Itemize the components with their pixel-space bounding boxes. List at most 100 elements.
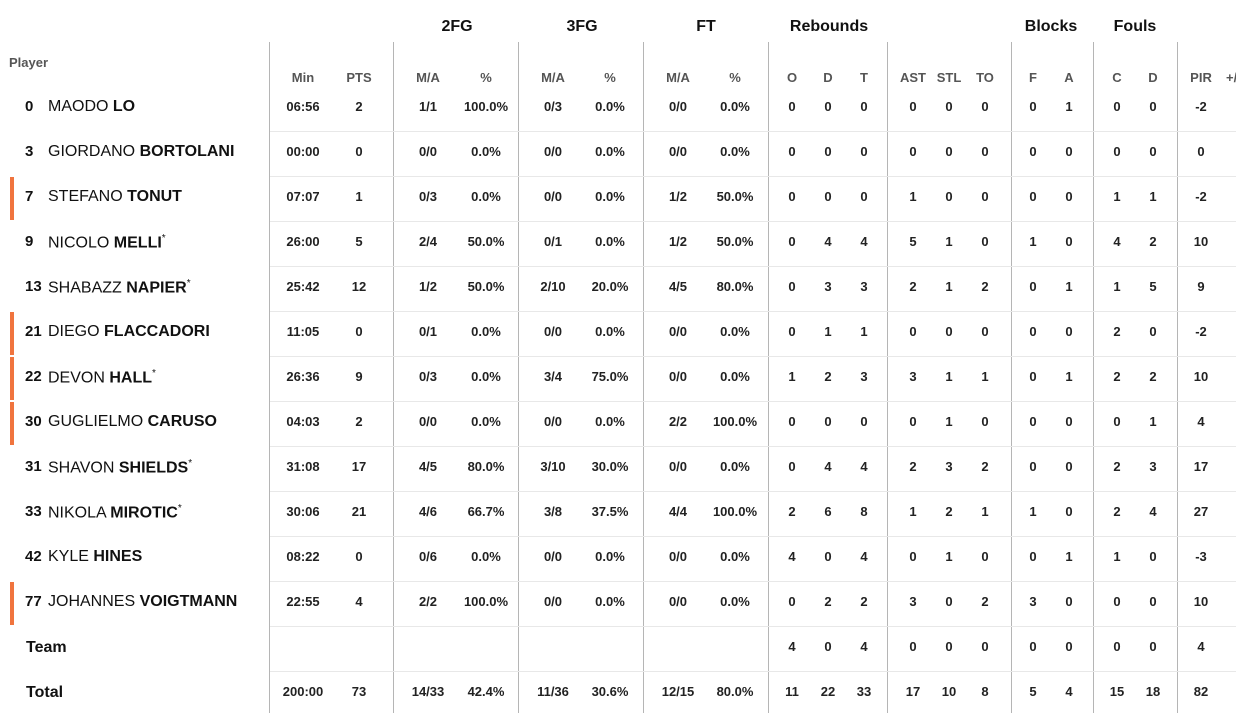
stat-pir: -2 bbox=[1195, 324, 1207, 339]
player-name-link[interactable]: GIORDANO BORTOLANI bbox=[48, 143, 234, 161]
stat-ft-ma: 0/0 bbox=[668, 144, 688, 159]
stat-reb-o: 0 bbox=[788, 234, 796, 249]
player-number: 42 bbox=[25, 548, 42, 565]
player-name-link[interactable]: SHABAZZ NAPIER* bbox=[48, 278, 191, 297]
stat-reb-o: 0 bbox=[788, 414, 796, 429]
stat-3fg-pct: 30.0% bbox=[591, 459, 629, 474]
stat-2fg-pct: 0.0% bbox=[471, 549, 501, 564]
col-header-stl: STL bbox=[936, 70, 962, 85]
stat-reb-t: 4 bbox=[860, 549, 868, 564]
stat-blk-f: 0 bbox=[1029, 99, 1037, 114]
group-ft: FT bbox=[696, 18, 716, 35]
stat-stl: 1 bbox=[945, 414, 953, 429]
stat-foul-d: 0 bbox=[1149, 594, 1157, 609]
stat-3fg-pct: 37.5% bbox=[591, 504, 629, 519]
divider bbox=[1011, 42, 1012, 713]
stat-min: 00:00 bbox=[286, 144, 320, 159]
stat-pir: -3 bbox=[1195, 549, 1207, 564]
stat-to: 0 bbox=[981, 99, 989, 114]
stat-2fg-ma: 0/1 bbox=[418, 324, 438, 339]
player-name-link[interactable]: MAODO LO bbox=[48, 98, 135, 116]
stat-foul-d: 0 bbox=[1149, 639, 1157, 654]
player-name-link[interactable]: SHAVON SHIELDS* bbox=[48, 458, 192, 477]
stat-2fg-pct: 100.0% bbox=[463, 99, 509, 114]
player-name-link[interactable]: DIEGO FLACCADORI bbox=[48, 323, 210, 341]
divider bbox=[768, 42, 769, 713]
stat-3fg-ma: 0/0 bbox=[543, 189, 563, 204]
col-header-min: Min bbox=[291, 70, 315, 85]
player-name-link[interactable]: GUGLIELMO CARUSO bbox=[48, 413, 217, 431]
player-name-link[interactable]: STEFANO TONUT bbox=[48, 188, 182, 206]
stat-stl: 0 bbox=[945, 594, 953, 609]
stat-to: 0 bbox=[981, 234, 989, 249]
stat-blk-a: 0 bbox=[1065, 234, 1073, 249]
stat-3fg-pct: 0.0% bbox=[595, 414, 625, 429]
stat-reb-o: 0 bbox=[788, 189, 796, 204]
table-row: 21 DIEGO FLACCADORI 11:05 0 0/1 0.0% 0/0 0.0% 0/… bbox=[10, 311, 1236, 356]
player-first-name: GUGLIELMO bbox=[48, 413, 144, 430]
stat-2fg-ma: 1/1 bbox=[418, 99, 438, 114]
stat-2fg-pct: 100.0% bbox=[463, 594, 509, 609]
stat-stl: 0 bbox=[945, 189, 953, 204]
stat-3fg-ma: 0/3 bbox=[543, 99, 563, 114]
stat-stl: 2 bbox=[945, 504, 953, 519]
player-last-name: BORTOLANI bbox=[139, 143, 235, 160]
stat-2fg-pct: 66.7% bbox=[467, 504, 505, 519]
player-last-name: LO bbox=[112, 98, 136, 115]
stat-reb-o: 4 bbox=[788, 639, 796, 654]
stat-pts: 1 bbox=[355, 189, 363, 204]
stat-pts: 2 bbox=[355, 414, 363, 429]
player-name-link[interactable]: NICOLO MELLI* bbox=[48, 233, 166, 252]
stat-ft-ma: 0/0 bbox=[668, 324, 688, 339]
stat-min: 06:56 bbox=[286, 99, 320, 114]
stat-2fg-ma: 0/3 bbox=[418, 369, 438, 384]
divider bbox=[1177, 42, 1178, 713]
stat-blk-f: 0 bbox=[1029, 459, 1037, 474]
stat-reb-o: 11 bbox=[785, 684, 799, 699]
stat-reb-d: 2 bbox=[824, 369, 832, 384]
stat-to: 2 bbox=[981, 279, 989, 294]
stat-ast: 3 bbox=[909, 594, 917, 609]
player-name-link[interactable]: JOHANNES VOIGTMANN bbox=[48, 593, 237, 611]
stat-2fg-ma: 2/2 bbox=[418, 594, 438, 609]
stat-blk-a: 0 bbox=[1065, 504, 1073, 519]
stat-2fg-ma: 0/3 bbox=[418, 189, 438, 204]
divider bbox=[887, 42, 888, 713]
stat-foul-c: 0 bbox=[1113, 639, 1121, 654]
stat-to: 0 bbox=[981, 324, 989, 339]
stat-reb-t: 0 bbox=[860, 144, 868, 159]
row-marker bbox=[10, 582, 14, 625]
stat-3fg-pct: 0.0% bbox=[595, 324, 625, 339]
stat-ft-ma: 4/5 bbox=[668, 279, 688, 294]
stat-3fg-pct: 0.0% bbox=[595, 144, 625, 159]
player-first-name: NIKOLA bbox=[48, 504, 106, 522]
stat-pir: 27 bbox=[1193, 504, 1209, 519]
stat-pir: 9 bbox=[1197, 279, 1205, 294]
col-header-reb-t: T bbox=[860, 70, 868, 85]
stat-reb-d: 4 bbox=[824, 234, 832, 249]
player-last-name: FLACCADORI bbox=[104, 323, 210, 340]
divider bbox=[393, 42, 394, 713]
table-row: 30 GUGLIELMO CARUSO 04:03 2 0/0 0.0% 0/0 0.0% 2/… bbox=[10, 401, 1236, 446]
player-name-link[interactable]: NIKOLA MIROTIC* bbox=[48, 503, 182, 522]
table-row: 31 SHAVON SHIELDS* 31:08 17 4/5 80.0% 3/10 30.0… bbox=[10, 446, 1236, 491]
stat-foul-c: 0 bbox=[1113, 414, 1121, 429]
divider bbox=[1093, 42, 1094, 713]
stat-2fg-pct: 0.0% bbox=[471, 144, 501, 159]
player-number: 33 bbox=[25, 503, 42, 520]
stat-ft-pct: 100.0% bbox=[712, 504, 758, 519]
row-separator bbox=[270, 131, 1236, 132]
stat-foul-c: 2 bbox=[1113, 504, 1121, 519]
stat-pir: 10 bbox=[1193, 594, 1209, 609]
stat-pts: 0 bbox=[355, 324, 363, 339]
player-name-link[interactable]: DEVON HALL* bbox=[48, 368, 156, 387]
stat-to: 0 bbox=[981, 639, 989, 654]
stat-ft-pct: 50.0% bbox=[716, 234, 754, 249]
stat-blk-a: 0 bbox=[1065, 594, 1073, 609]
table-row: 13 SHABAZZ NAPIER* 25:42 12 1/2 50.0% 2/10 20.0… bbox=[10, 266, 1236, 311]
group-fouls: Fouls bbox=[1113, 18, 1157, 35]
stat-foul-c: 4 bbox=[1113, 234, 1121, 249]
stat-ft-ma: 12/15 bbox=[661, 684, 695, 699]
stat-3fg-pct: 0.0% bbox=[595, 189, 625, 204]
player-name-link[interactable]: KYLE HINES bbox=[48, 548, 142, 566]
